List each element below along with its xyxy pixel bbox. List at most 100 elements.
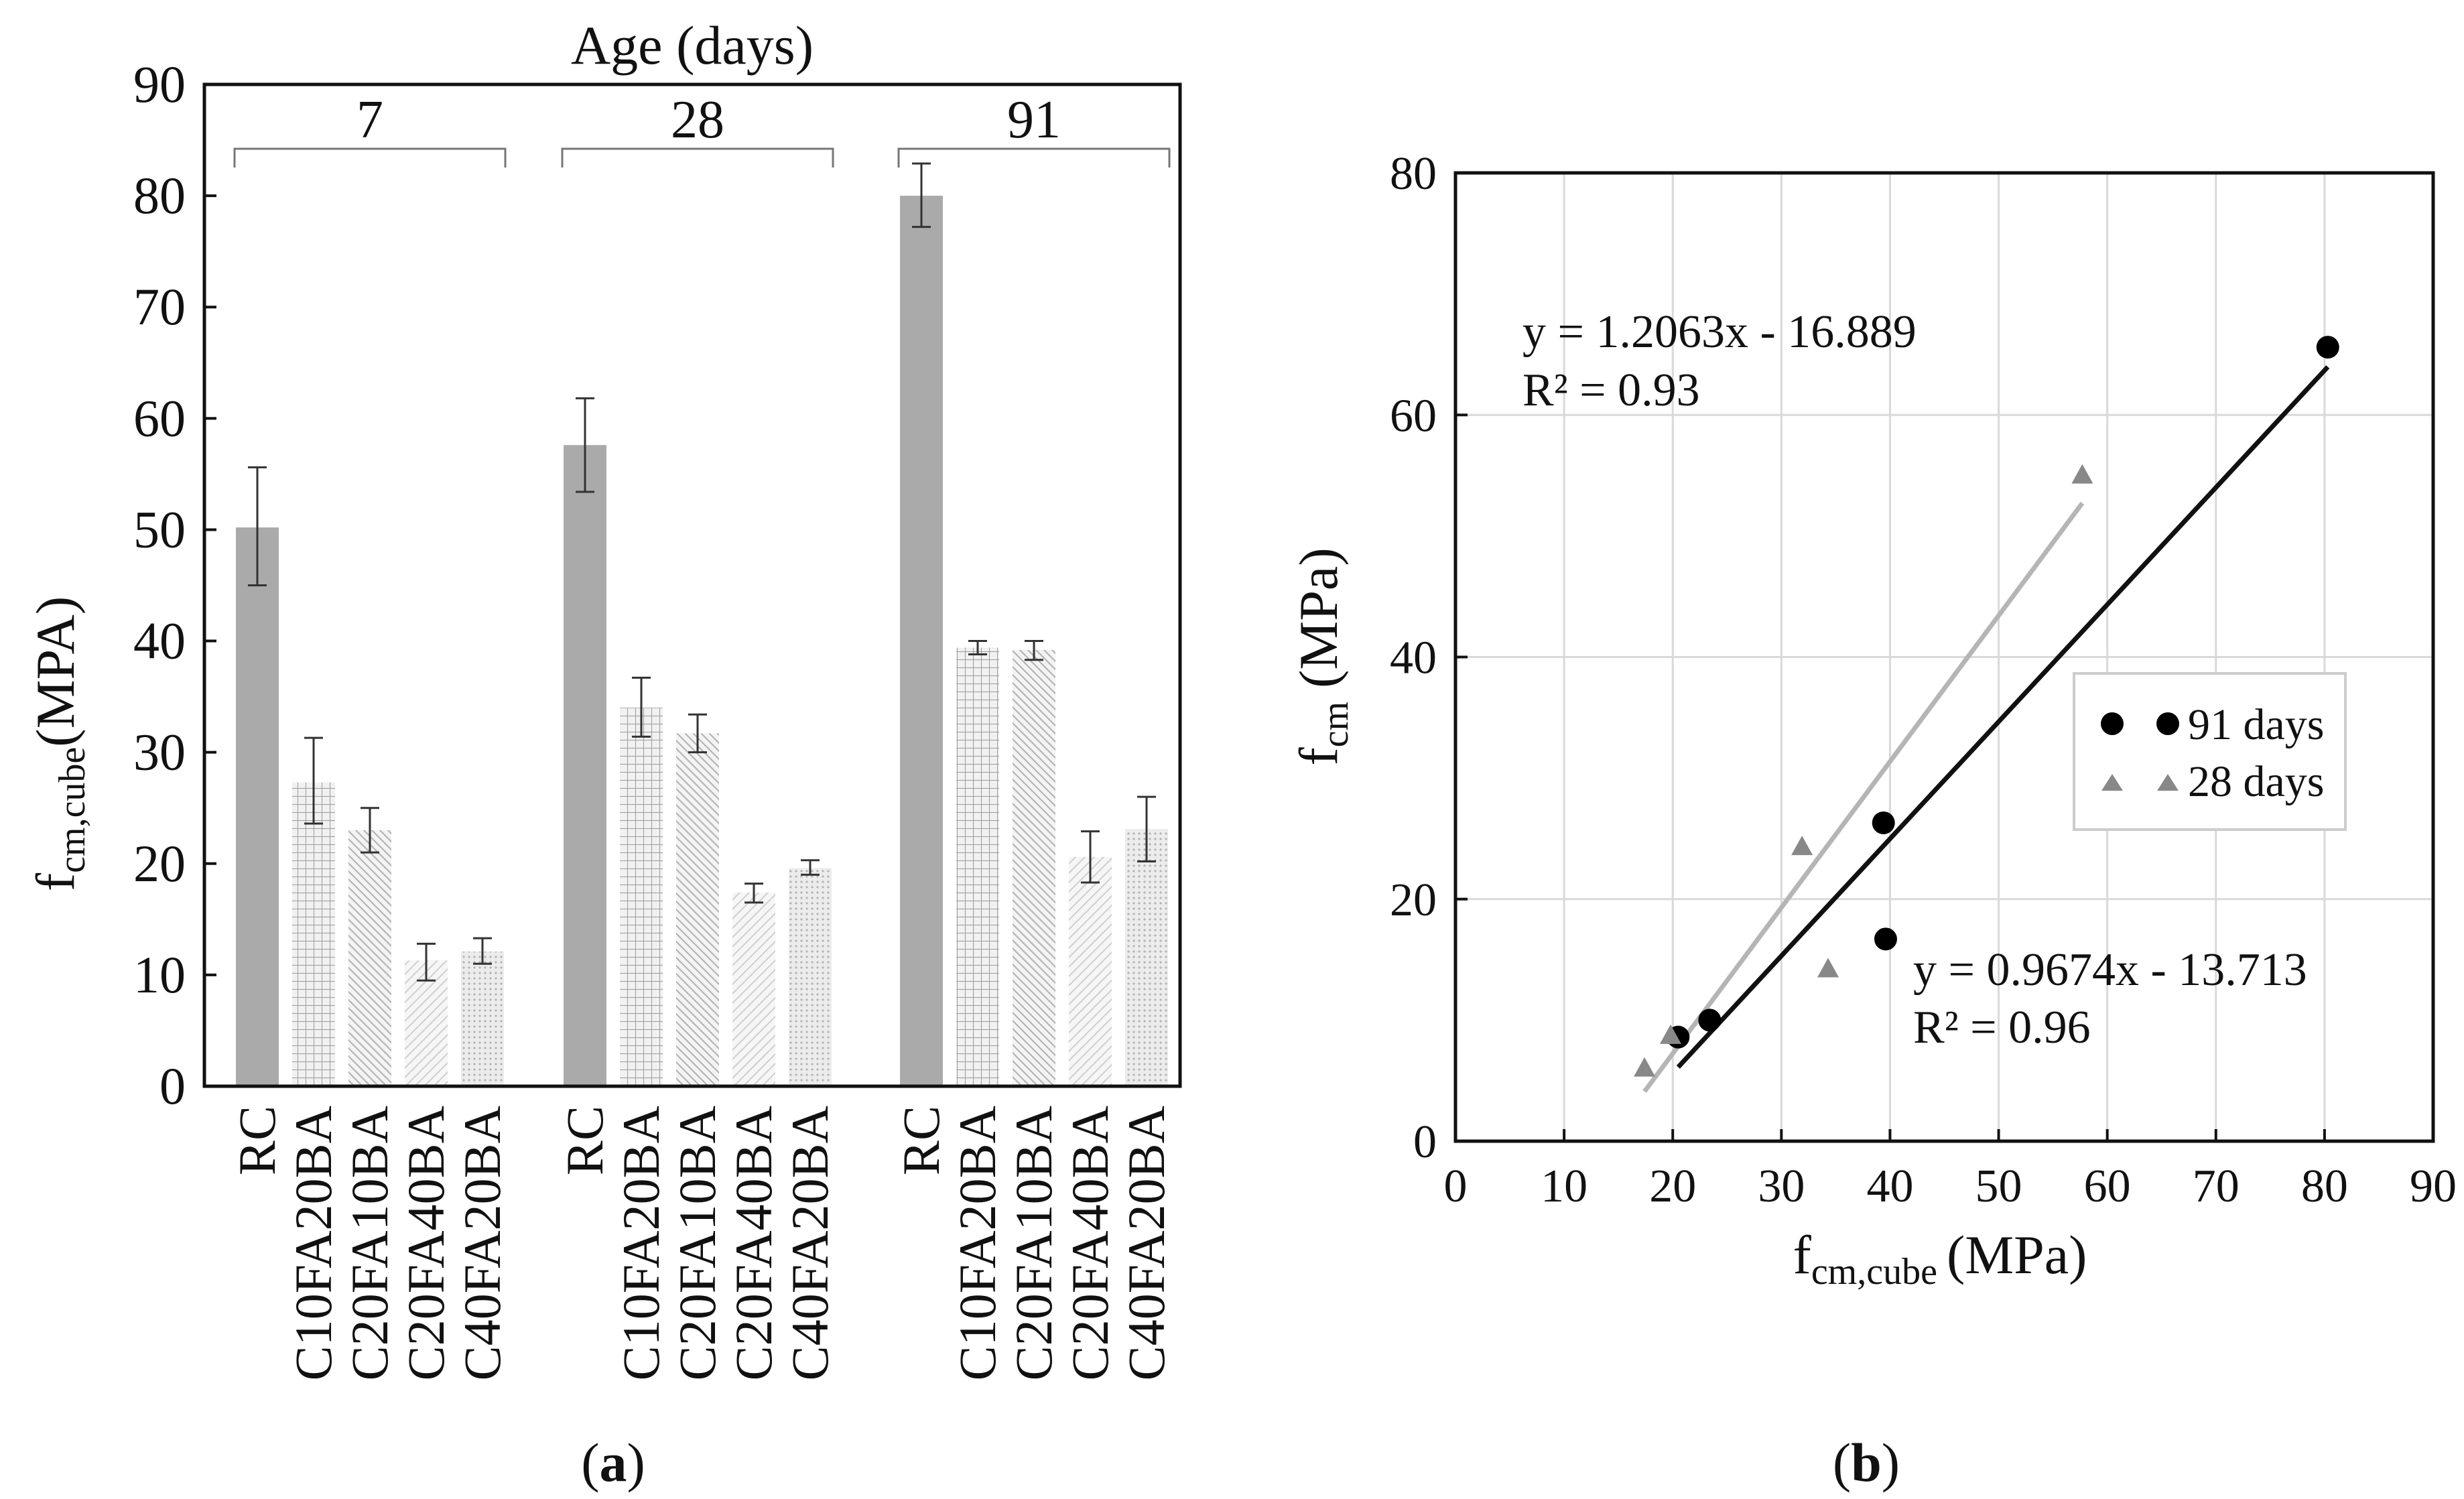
panel-b-scatter-chart: 0 20 40 60 80 0 10 20 30 40 50 60 70 80 90 y = 1.2063… [1288,148,2457,1493]
y-tick-label-b: 20 [1390,874,1437,926]
x-tick-label-b: 0 [1444,1161,1468,1212]
legend-91-marker-2 [2156,712,2179,735]
x-tick-label-b: 50 [1975,1161,2022,1212]
age-bracket [561,147,834,168]
x-tick-label-a: RC [892,1106,950,1175]
age-bracket [233,147,507,168]
y-axis-label-a-main: f [25,872,86,891]
x-tick-label-a: C40FA20BA [781,1106,839,1380]
x-tick-label-a: RC [228,1106,286,1175]
x-tick-label-b: 60 [2084,1161,2131,1212]
bar-7d-rc [236,527,279,1086]
x-tick-label-a: C40FA20BA [453,1106,511,1380]
x-axis-label-b-sub: cm,cube [1811,1251,1937,1293]
x-axis-label-b-main: f [1793,1224,1812,1285]
point-28-days [1634,1057,1656,1077]
x-tick-label-a: C40FA20BA [1117,1106,1175,1380]
y-axis-label-a-unit: (MPA) [25,596,86,747]
age-title: Age (days) [571,15,814,76]
y-axis-label-a-sub: cm,cube [52,747,93,873]
y-tick-label-b: 0 [1413,1116,1437,1168]
y-tick-label-a: 0 [159,1057,186,1115]
panel-b-letter: b [1851,1432,1882,1493]
panel-a-letter: a [600,1432,627,1493]
y-tick-label-b: 40 [1390,633,1437,684]
x-tick-label-a: C10FA20BA [948,1106,1007,1380]
bar-7d-c40fa20ba [461,952,504,1086]
point-28-days [1817,958,1839,978]
bar-91d-c40fa20ba [1125,829,1168,1086]
point-91-days [1698,1008,1722,1032]
y-tick-label-b: 80 [1390,148,1437,200]
x-axis-label-b: fcm,cube (MPa) [1793,1224,2087,1293]
point-28-days [2071,464,2093,484]
age-label: 7 [356,90,383,149]
y-tick-label-a: 80 [133,166,186,224]
x-tick-label-a: C10FA20BA [284,1106,342,1380]
x-tick-label-b: 20 [1649,1161,1696,1212]
legend: 91 days 28 days [2073,672,2347,831]
x-tick-label-b: 40 [1866,1161,1913,1212]
trendline-28-days [1642,501,2085,1094]
y-tick-label-b: 60 [1390,390,1437,442]
bar-28d-c10fa20ba [620,708,663,1086]
point-91-days [2316,336,2339,359]
x-axis-label-b-unit: (MPa) [1947,1224,2087,1285]
x-tick-label-b: 90 [2410,1161,2457,1212]
trendline-91-days [1676,365,2330,1069]
y-tick-label-a: 10 [133,946,186,1004]
bar-91d-c20fa10ba [1013,649,1055,1086]
x-tick-label-a: C20FA40BA [397,1106,455,1380]
y-tick-label-a: 50 [133,500,186,558]
fit-equation-upper: y = 1.2063x - 16.889 [1522,306,1917,358]
bar-28d-c40fa20ba [789,868,832,1086]
legend-91-marker-1 [2101,712,2124,735]
panel-a-caption: (a) [581,1432,645,1493]
x-tick-label-b: 70 [2193,1161,2240,1212]
x-tick-label-a: C20FA10BA [340,1106,399,1380]
x-tick-label-a: RC [556,1106,614,1175]
fit-r2-lower: R² = 0.96 [1913,1002,2091,1053]
bar-91d-rc [900,196,943,1087]
x-tick-label-b: 80 [2301,1161,2348,1212]
legend-28-marker-1 [2101,774,2123,791]
x-tick-label-a: C10FA20BA [612,1106,670,1380]
y-tick-label-a: 20 [133,834,186,893]
bar-7d-c20fa10ba [348,830,391,1086]
y-axis-label-b-sub: cm [1315,702,1356,747]
age-label: 91 [1007,90,1061,149]
x-tick-label-a: C20FA10BA [1004,1106,1063,1380]
legend-28-label: 28 days [2188,757,2324,806]
y-axis-label-b-main: f [1288,747,1349,766]
y-axis-label-a: fcm,cube(MPA) [25,596,93,891]
point-91-days [1874,927,1897,951]
y-tick-label-a: 30 [133,723,186,781]
point-28-days [1659,1024,1681,1044]
point-91-days [1872,811,1895,834]
fit-r2-upper: R² = 0.93 [1522,365,1700,416]
age-bracket [897,147,1171,168]
bar-28d-c20fa10ba [676,733,719,1086]
y-axis-label-b-unit: (MPa) [1288,547,1349,688]
x-tick-label-a: C20FA40BA [1061,1106,1119,1380]
panel-b-caption: (b) [1833,1432,1900,1493]
bar-28d-rc [564,445,606,1086]
legend-91-label: 91 days [2188,700,2324,749]
y-tick-label-a: 60 [133,389,186,447]
bar-7d-c10fa20ba [292,782,335,1086]
y-tick-label-a: 40 [133,612,186,670]
point-28-days [1791,836,1813,856]
legend-box [2073,672,2347,831]
fit-equation-lower: y = 0.9674x - 13.713 [1913,944,2307,996]
y-tick-label-a: 70 [133,277,186,336]
x-tick-label-b: 10 [1541,1161,1587,1212]
bar-28d-c20fa40ba [732,892,775,1086]
x-tick-label-b: 30 [1758,1161,1805,1212]
bar-91d-c10fa20ba [956,647,999,1086]
y-axis-label-b: fcm (MPa) [1288,547,1356,765]
legend-28-marker-2 [2157,774,2179,791]
x-tick-label-a: C20FA40BA [724,1106,783,1380]
plot-a-frame [202,82,1182,1088]
